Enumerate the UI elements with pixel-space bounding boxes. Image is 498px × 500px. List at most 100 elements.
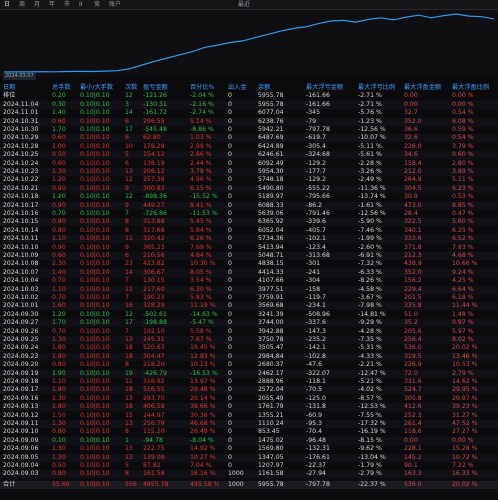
table-cell: 6.26 % (190, 235, 212, 243)
table-cell: -14.63 % (190, 310, 218, 318)
table-cell: 32.6 (404, 134, 418, 142)
row-background (0, 168, 498, 176)
table-cell: 5.83 % (190, 294, 212, 301)
table-cell: 0.10|0.10 (80, 117, 110, 125)
table-cell: 0 (228, 168, 232, 175)
row-date: 2024.09.27 (3, 319, 39, 327)
table-cell: 1.00 (52, 142, 66, 150)
row-background (0, 403, 498, 412)
table-cell: 1.30 (52, 445, 66, 453)
row-background (0, 336, 498, 344)
table-cell: 3.54 % (190, 277, 212, 285)
table-cell: 0.10|0.10 (80, 319, 110, 327)
table-cell: 0 (228, 319, 232, 327)
table-cell: 3977.51 (258, 285, 284, 293)
table-cell: -5.11 % (358, 142, 382, 150)
table-cell: -4.28 % (358, 327, 382, 335)
table-cell: 16 (125, 302, 133, 310)
table-cell: 256.79 (143, 420, 165, 427)
table-cell: 5.11 % (452, 176, 474, 184)
table-cell: -5.90 % (358, 218, 382, 226)
table-cell: -70.4 (306, 428, 323, 436)
toolbar-tab[interactable]: 日 (4, 1, 11, 8)
toolbar-tab[interactable]: 周 (19, 1, 26, 8)
table-cell: 222.75 (143, 445, 165, 453)
table-cell: 0.80 (52, 226, 66, 234)
row-background (0, 117, 498, 126)
table-cell: -118.1 (306, 378, 326, 385)
table-cell: 12.83 % (190, 352, 216, 360)
table-cell: 14.92 % (190, 445, 216, 453)
table-cell: 0 (228, 361, 232, 369)
table-cell: 3744.00 (258, 319, 284, 327)
table-cell: 178.28 (143, 142, 165, 150)
table-cell: 18 (125, 403, 133, 411)
table-cell: -132.31 (306, 445, 330, 453)
table-cell: -2.74 % (190, 109, 214, 117)
table-cell: 18 (125, 386, 133, 394)
total-cell: 55.60 (52, 480, 70, 488)
row-date: 2024.10.21 (3, 184, 39, 192)
row-background (0, 201, 498, 210)
table-cell: 6.52 % (452, 235, 474, 243)
table-cell: 365.23 (143, 243, 165, 251)
row-background (0, 302, 498, 311)
table-cell: 13.46 % (452, 352, 478, 360)
table-cell: 0 (228, 453, 232, 461)
toolbar-tab[interactable]: II (79, 1, 83, 8)
table-cell: 8 (125, 218, 129, 226)
table-cell: 0.10|0.10 (80, 310, 110, 318)
table-cell: 0 (228, 100, 232, 108)
row-background (0, 369, 498, 378)
row-date: 2024.10.31 (3, 117, 39, 125)
table-cell: 1.80 (52, 352, 66, 360)
table-cell: 201.5 (404, 294, 422, 301)
table-cell: 145.2 (404, 453, 422, 461)
table-cell: 536.0 (404, 344, 422, 352)
table-cell: -795.66 (306, 193, 330, 201)
chart-start-date: 2024.03.07 (3, 73, 36, 80)
table-cell: 20.97 % (452, 394, 478, 402)
table-cell: 0 (228, 151, 232, 159)
table-cell: 228.1 (404, 445, 422, 453)
table-cell: 26.49 % (190, 428, 216, 436)
table-cell: 226.0 (404, 142, 422, 150)
toolbar-recent[interactable]: 最近 (238, 1, 251, 8)
table-cell: 371.8 (404, 243, 422, 251)
table-cell: 0.10|0.10 (80, 352, 110, 360)
table-cell: 0 (228, 109, 232, 117)
table-cell: 520.63 (143, 344, 165, 352)
table-cell: 352.0 (404, 117, 422, 125)
table-cell: 1110.24 (258, 420, 284, 427)
table-cell: 5 (125, 151, 129, 159)
toolbar-tab[interactable]: 市 (64, 1, 71, 8)
table-cell: 1.03 % (190, 134, 212, 142)
header-cell: 日期 (3, 84, 16, 91)
row-date: 2024.10.14 (3, 226, 39, 234)
table-cell: 1.80 (52, 386, 66, 394)
toolbar-tab[interactable]: 月 (34, 1, 41, 8)
table-cell: 0.70 (52, 210, 66, 217)
table-cell: 5.97 % (452, 327, 474, 335)
row-date: 2024.11.01 (3, 109, 39, 117)
table-cell: 0 (228, 403, 232, 411)
table-cell: 163.3 (404, 470, 422, 478)
table-cell: 6424.89 (258, 142, 284, 150)
toolbar-tab[interactable]: 竞 (94, 1, 101, 8)
table-cell: 0.10|0.10 (80, 218, 110, 226)
table-cell: -322.07 (306, 369, 330, 377)
table-cell: -5.76 % (358, 109, 382, 117)
row-date: 2024.10.07 (3, 268, 39, 276)
table-cell: 15 (125, 411, 133, 419)
table-cell: 36.6 (404, 126, 418, 133)
table-cell: -4.58 % (358, 285, 382, 293)
toolbar-tab[interactable]: 年 (49, 1, 56, 8)
table-cell: 11 (125, 378, 133, 385)
table-cell: 2.44 % (190, 159, 212, 167)
row-date: 2024.10.18 (3, 193, 39, 201)
table-cell: 0.10|0.10 (80, 243, 110, 251)
row-date: 2024.09.03 (3, 470, 39, 478)
table-cell: -4.33 % (358, 352, 382, 360)
table-cell: 47.52 % (452, 420, 478, 427)
toolbar-tab[interactable]: 账户 (109, 1, 122, 8)
